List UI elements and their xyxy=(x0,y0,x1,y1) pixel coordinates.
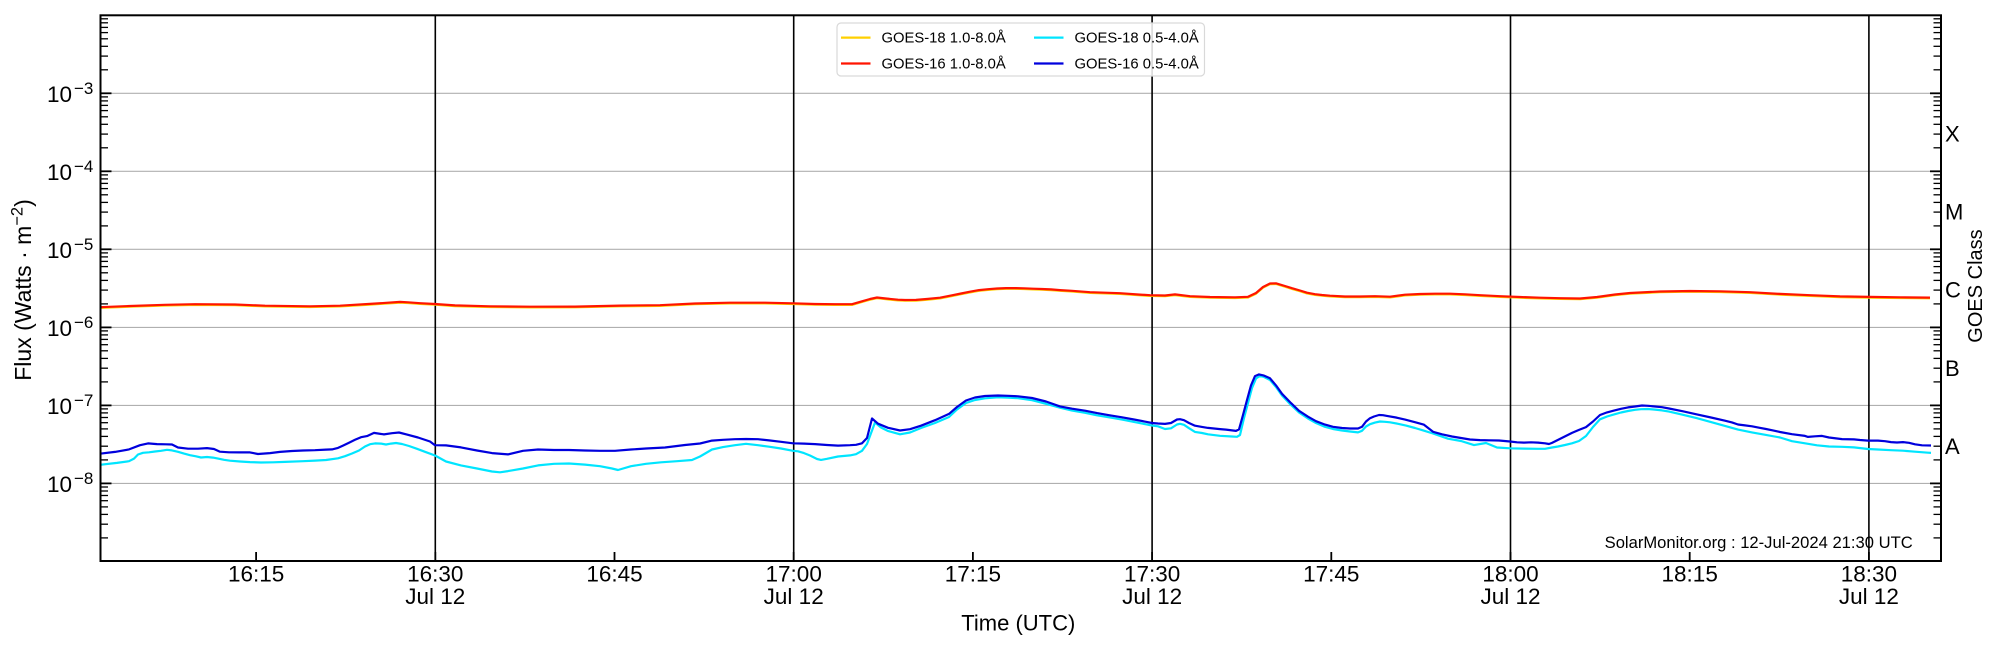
svg-text:−6: −6 xyxy=(74,313,93,332)
svg-text:16:30: 16:30 xyxy=(407,561,463,586)
svg-text:Jul 12: Jul 12 xyxy=(405,584,465,609)
svg-text:16:45: 16:45 xyxy=(586,561,642,586)
svg-text:18:30: 18:30 xyxy=(1841,561,1897,586)
svg-text:GOES-18 1.0-8.0Å: GOES-18 1.0-8.0Å xyxy=(882,30,1006,47)
svg-text:18:00: 18:00 xyxy=(1482,561,1538,586)
svg-text:Flux (Watts · m−2): Flux (Watts · m−2) xyxy=(9,199,37,381)
svg-text:17:00: 17:00 xyxy=(766,561,822,586)
svg-text:GOES Class: GOES Class xyxy=(1965,229,1987,342)
svg-text:SolarMonitor.org : 12-Jul-2024: SolarMonitor.org : 12-Jul-2024 21:30 UTC xyxy=(1605,533,1913,552)
svg-text:Jul 12: Jul 12 xyxy=(1480,584,1540,609)
svg-text:GOES-16 1.0-8.0Å: GOES-16 1.0-8.0Å xyxy=(882,56,1006,73)
svg-text:X: X xyxy=(1945,122,1960,147)
svg-text:17:15: 17:15 xyxy=(945,561,1001,586)
svg-text:Jul 12: Jul 12 xyxy=(1122,584,1182,609)
svg-text:10: 10 xyxy=(47,394,72,419)
svg-text:M: M xyxy=(1945,200,1963,225)
svg-text:10: 10 xyxy=(47,238,72,263)
svg-text:−8: −8 xyxy=(74,469,93,488)
svg-text:−4: −4 xyxy=(74,157,93,176)
svg-text:B: B xyxy=(1945,356,1960,381)
svg-text:17:45: 17:45 xyxy=(1303,561,1359,586)
svg-text:18:15: 18:15 xyxy=(1662,561,1718,586)
svg-text:10: 10 xyxy=(47,160,72,185)
svg-text:16:15: 16:15 xyxy=(228,561,284,586)
svg-text:GOES-16 0.5-4.0Å: GOES-16 0.5-4.0Å xyxy=(1075,56,1199,73)
svg-text:10: 10 xyxy=(47,472,72,497)
svg-text:10: 10 xyxy=(47,316,72,341)
svg-text:A: A xyxy=(1945,434,1960,459)
svg-text:GOES-18 0.5-4.0Å: GOES-18 0.5-4.0Å xyxy=(1075,30,1199,47)
svg-text:−7: −7 xyxy=(74,391,93,410)
svg-text:−3: −3 xyxy=(74,79,93,98)
svg-text:10: 10 xyxy=(47,82,72,107)
svg-text:Time (UTC): Time (UTC) xyxy=(961,611,1075,636)
svg-text:Jul 12: Jul 12 xyxy=(764,584,824,609)
svg-text:C: C xyxy=(1945,278,1961,303)
svg-text:17:30: 17:30 xyxy=(1124,561,1180,586)
svg-text:−5: −5 xyxy=(74,235,93,254)
svg-text:Jul 12: Jul 12 xyxy=(1839,584,1899,609)
